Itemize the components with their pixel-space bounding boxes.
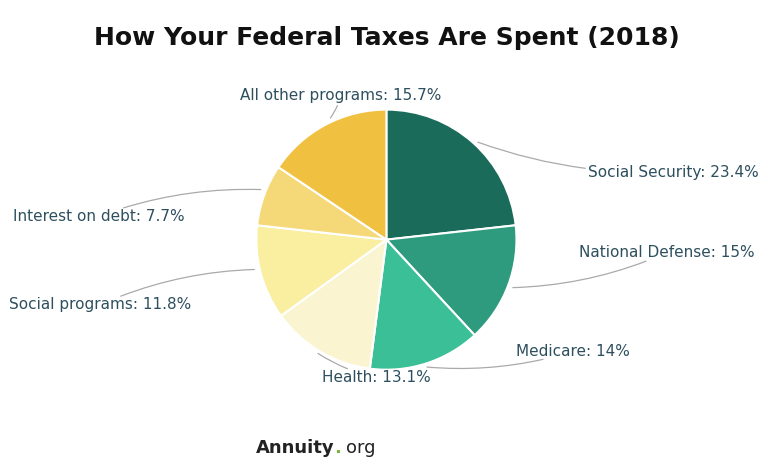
Wedge shape <box>257 167 386 240</box>
Text: Annuity: Annuity <box>256 439 334 457</box>
Wedge shape <box>386 110 515 240</box>
Text: Medicare: 14%: Medicare: 14% <box>427 344 631 369</box>
Text: All other programs: 15.7%: All other programs: 15.7% <box>240 88 442 118</box>
Text: Interest on debt: 7.7%: Interest on debt: 7.7% <box>13 189 261 224</box>
Text: Social Security: 23.4%: Social Security: 23.4% <box>478 142 759 180</box>
Wedge shape <box>257 225 386 316</box>
Wedge shape <box>386 225 516 335</box>
Text: Health: 13.1%: Health: 13.1% <box>318 354 430 385</box>
Text: org: org <box>346 439 375 457</box>
Wedge shape <box>370 240 475 370</box>
Text: National Defense: 15%: National Defense: 15% <box>513 245 754 287</box>
Text: Social programs: 11.8%: Social programs: 11.8% <box>9 270 254 312</box>
Text: .: . <box>334 439 341 457</box>
Title: How Your Federal Taxes Are Spent (2018): How Your Federal Taxes Are Spent (2018) <box>94 26 679 50</box>
Wedge shape <box>279 110 386 240</box>
Wedge shape <box>281 240 386 369</box>
